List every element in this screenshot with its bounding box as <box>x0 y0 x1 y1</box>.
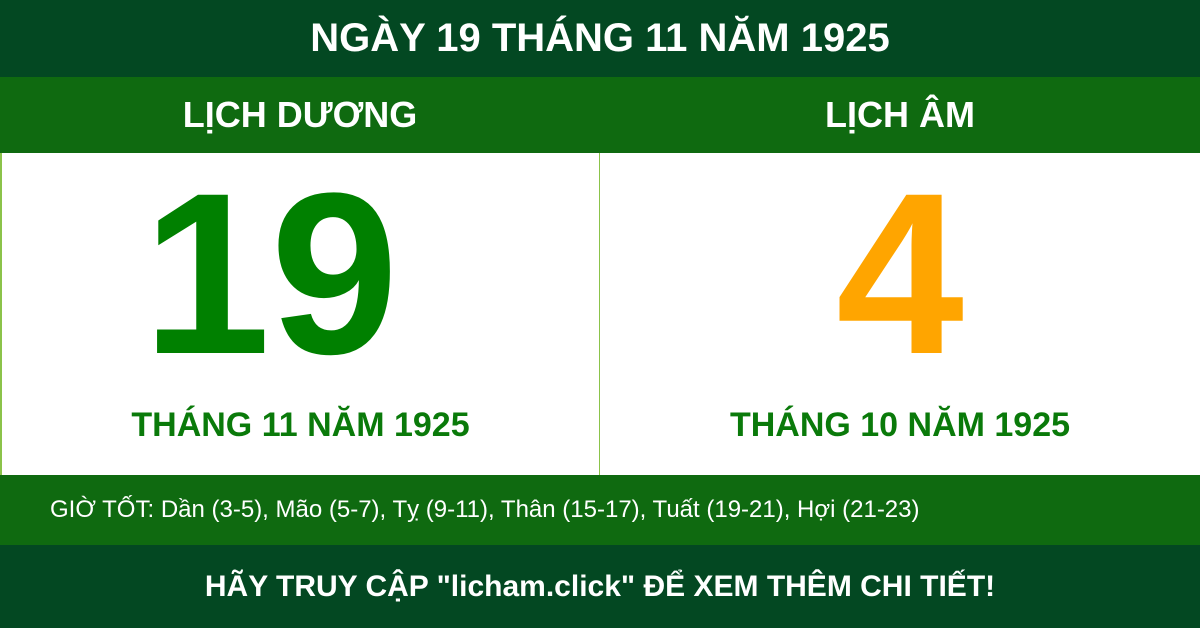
lunar-month-year: THÁNG 10 NĂM 1925 <box>729 406 1071 444</box>
solar-heading: LỊCH DƯƠNG <box>182 94 418 135</box>
good-hours: GIỜ TỐT: Dần (3-5), Mão (5-7), Tỵ (9-11)… <box>0 475 1200 545</box>
calendar-headings: LỊCH DƯƠNG LỊCH ÂM <box>0 77 1200 153</box>
lunar-day-number: 4 <box>836 159 964 389</box>
solar-column: 19 THÁNG 11 NĂM 1925 <box>0 153 600 475</box>
page-title: NGÀY 19 THÁNG 11 NĂM 1925 <box>0 0 1200 77</box>
footer-cta: HÃY TRUY CẬP "licham.click" ĐỂ XEM THÊM … <box>0 545 1200 628</box>
lunar-heading: LỊCH ÂM <box>825 94 975 135</box>
solar-month-year: THÁNG 11 NĂM 1925 <box>131 406 470 444</box>
solar-day-number: 19 <box>142 159 399 389</box>
calendar-body: 19 THÁNG 11 NĂM 1925 4 THÁNG 10 NĂM 1925 <box>0 153 1200 475</box>
lunar-column: 4 THÁNG 10 NĂM 1925 <box>600 153 1200 475</box>
